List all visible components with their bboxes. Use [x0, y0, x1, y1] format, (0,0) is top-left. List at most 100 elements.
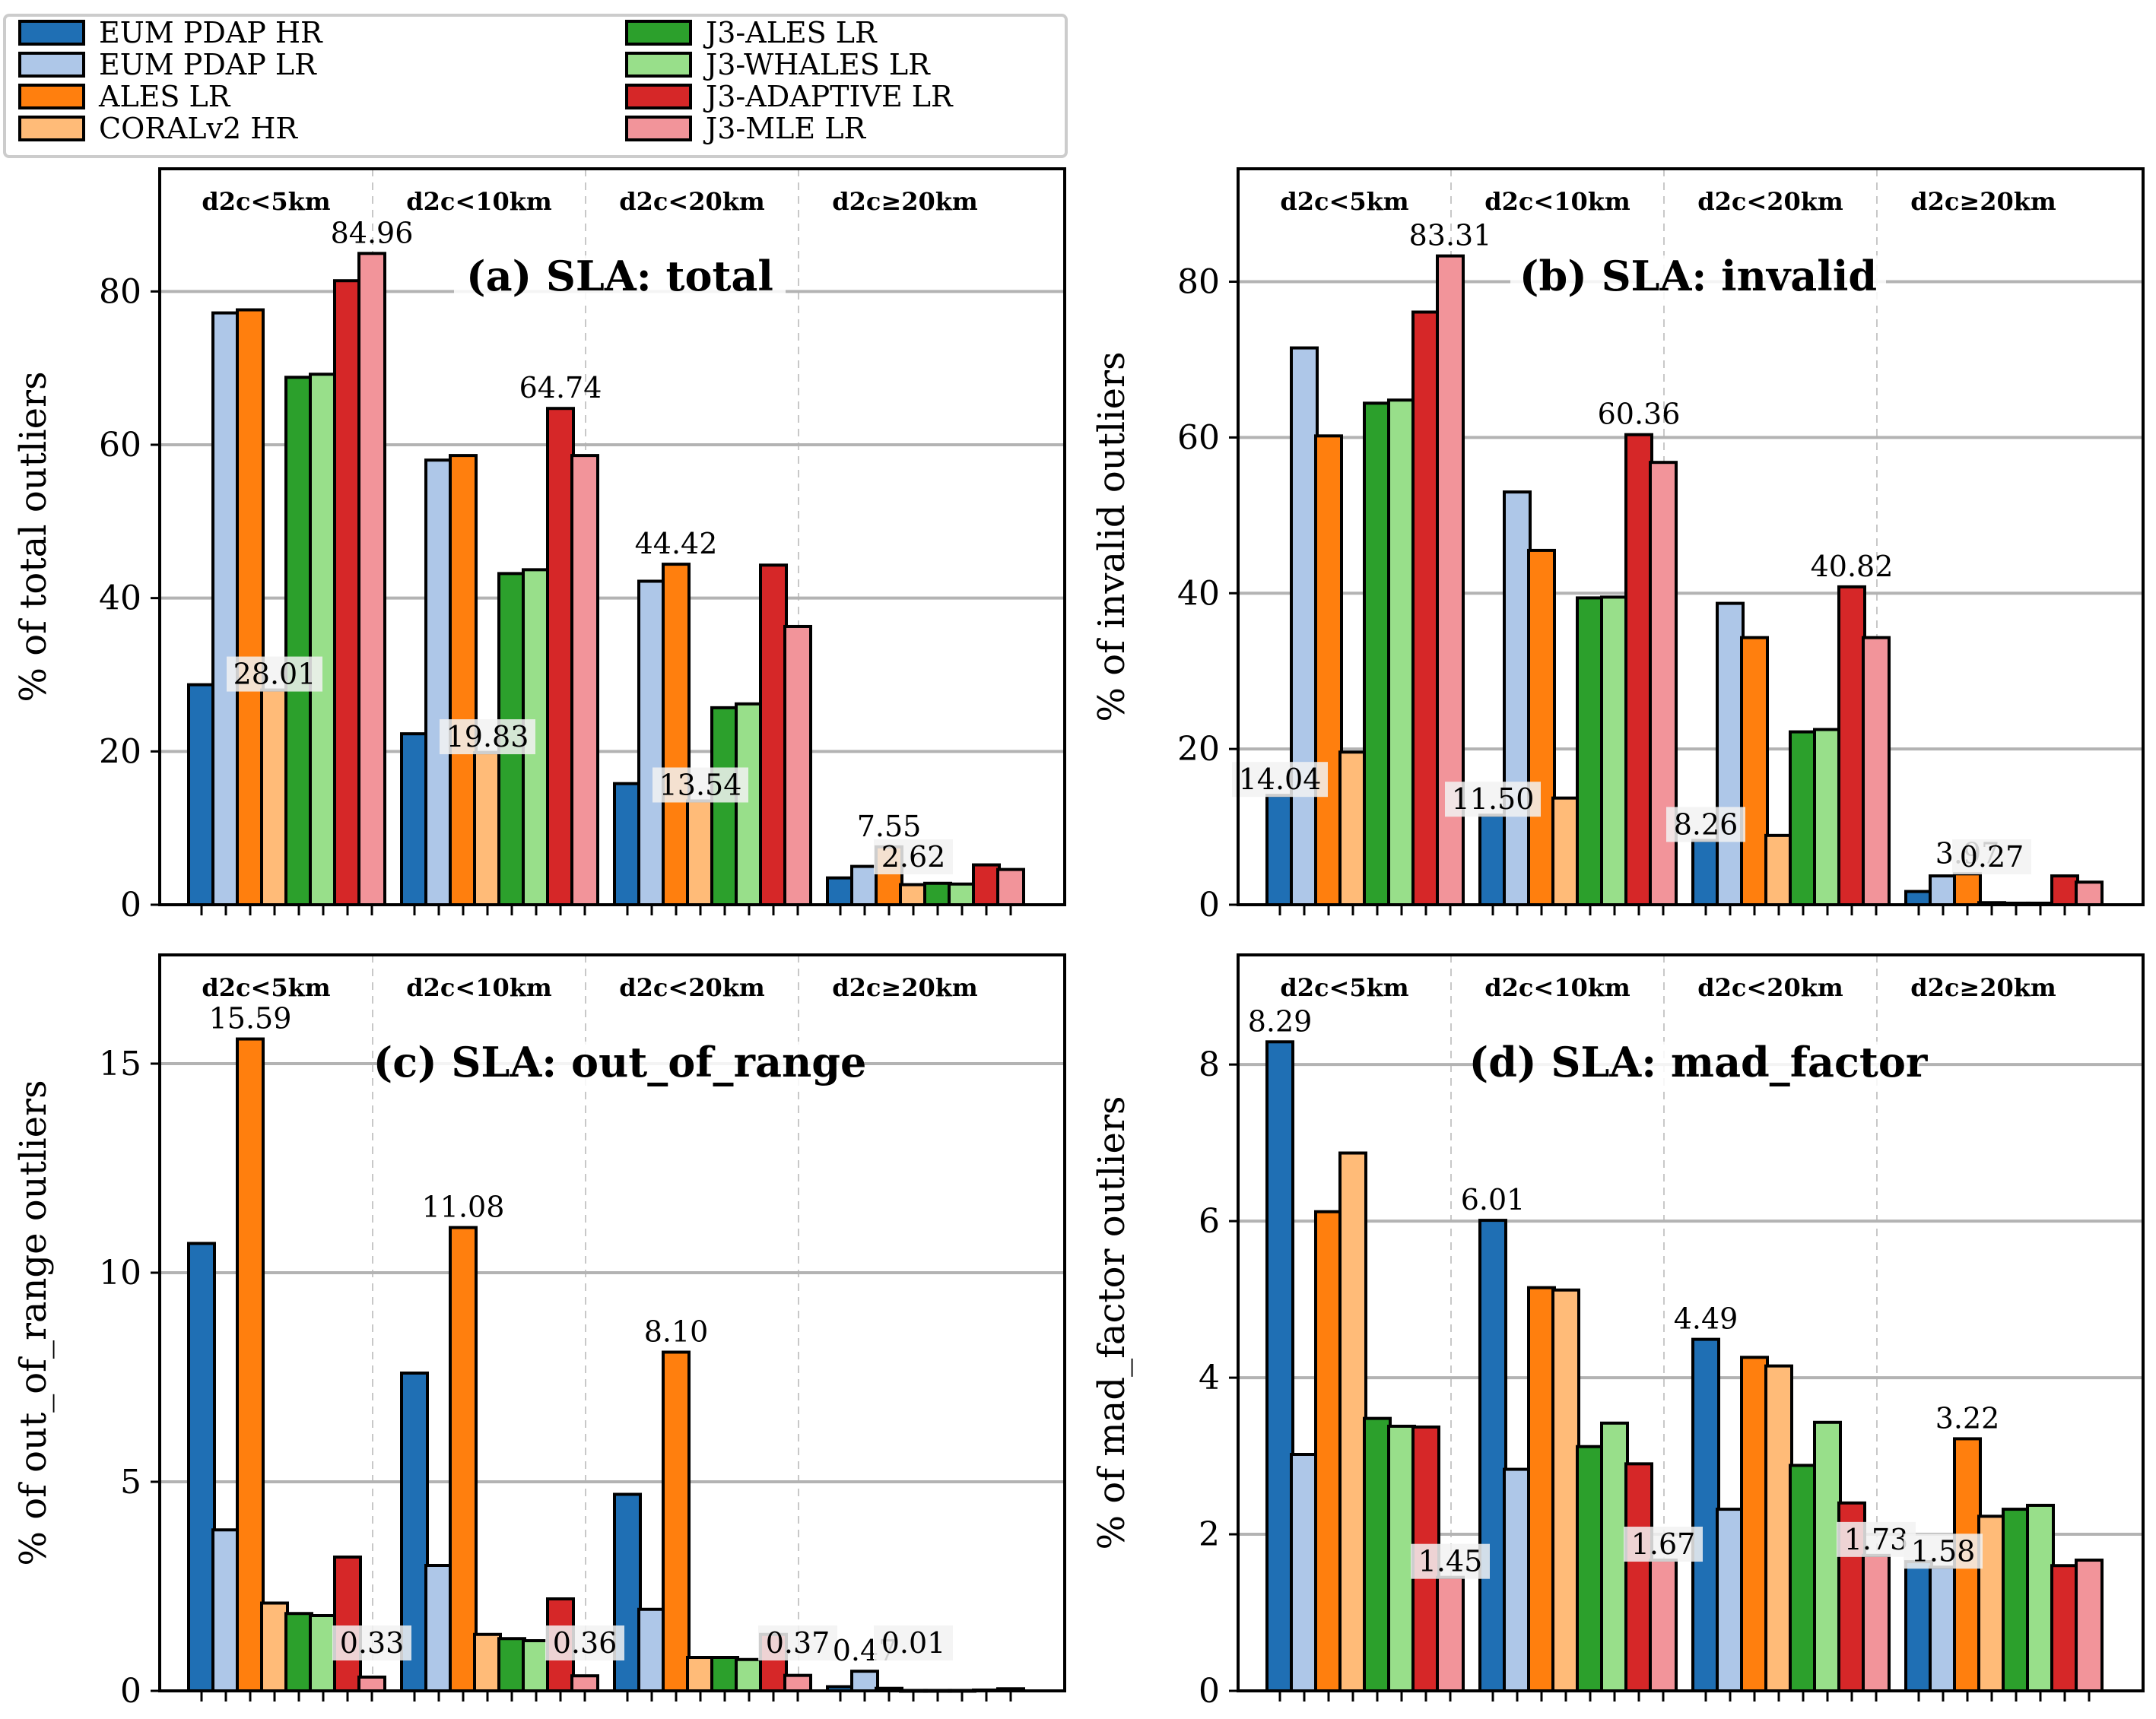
title-backing	[1510, 255, 1886, 303]
group-label-d2c-20km: d2c≥20km	[832, 187, 978, 216]
y-tick-label: 40	[1177, 574, 1220, 613]
bar-coralv2-hr-d2c-5km	[1338, 750, 1367, 906]
group-label-d2c-10km: d2c<10km	[406, 187, 552, 216]
bar-j3-mle-lr-d2c-20km	[2075, 1559, 2104, 1693]
group-label-d2c-5km: d2c<5km	[1280, 187, 1408, 216]
legend-label: J3-ADAPTIVE LR	[703, 80, 954, 113]
title-backing	[1477, 1042, 1919, 1089]
legend-item-j3-whales-lr: J3-WHALES LR	[625, 48, 931, 81]
bar-j3-adaptive-lr-d2c-20km	[2050, 874, 2079, 907]
data-label: 7.55	[857, 810, 922, 843]
bar-eum-pdap-lr-d2c-20km	[637, 1607, 666, 1692]
legend-item-j3-mle-lr: J3-MLE LR	[625, 112, 866, 145]
panel-d-sla-mad-factor: 0 2 4 6 8 d2c<5km d2c<10km d2c<20km d2c≥20km (d) …	[1091, 953, 2145, 1711]
annotation-backing	[1445, 782, 1541, 817]
bar-eum-pdap-hr-d2c-20km	[1904, 1560, 1933, 1693]
bar-j3-whales-lr-d2c-5km	[1387, 1424, 1416, 1692]
bar-coralv2-hr-d2c-20km	[686, 1656, 715, 1692]
bar-eum-pdap-lr-d2c-20km	[1716, 1508, 1745, 1692]
group-label-d2c-5km: d2c<5km	[202, 187, 330, 216]
bar-coralv2-hr-d2c-5km	[260, 1601, 289, 1692]
legend-swatch	[18, 20, 85, 46]
bar-eum-pdap-lr-d2c-20km	[1929, 874, 1958, 907]
legend-swatch	[18, 84, 85, 109]
data-label: 11.50	[1452, 782, 1535, 816]
legend-frame	[3, 14, 1068, 158]
bar-eum-pdap-hr-d2c-20km	[1691, 839, 1720, 907]
bar-j3-whales-lr-d2c-20km	[735, 1657, 764, 1692]
y-tick-label: 8	[1199, 1045, 1220, 1084]
bar-eum-pdap-lr-d2c-20km	[850, 1670, 879, 1692]
data-label: 0.27	[1960, 840, 2024, 874]
group-label-d2c-5km: d2c<5km	[202, 973, 330, 1002]
data-label: 8.10	[644, 1315, 709, 1349]
y-tick-label: 80	[1177, 263, 1220, 302]
y-tick-label: 40	[99, 579, 141, 618]
bar-j3-whales-lr-d2c-10km	[1600, 595, 1629, 906]
bar-j3-mle-lr-d2c-20km	[783, 624, 812, 906]
group-label-d2c-10km: d2c<10km	[1484, 187, 1630, 216]
bar-coralv2-hr-d2c-20km	[1764, 1364, 1793, 1692]
bar-eum-pdap-lr-d2c-10km	[1503, 490, 1532, 906]
data-label: 84.96	[331, 216, 414, 249]
legend-item-eum-pdap-hr: EUM PDAP HR	[18, 16, 323, 49]
annotation-backing	[653, 767, 748, 803]
annotation-backing	[1904, 1533, 1983, 1569]
bar-j3-mle-lr-d2c-20km	[783, 1673, 812, 1692]
legend-label: EUM PDAP LR	[99, 48, 317, 81]
y-tick-label: 0	[1199, 886, 1220, 925]
y-tick-label: 60	[99, 426, 141, 465]
title-backing	[376, 1042, 863, 1089]
bar-j3-mle-lr-d2c-5km	[1436, 1575, 1465, 1693]
group-label-d2c-20km: d2c<20km	[1697, 187, 1843, 216]
bar-eum-pdap-lr-d2c-5km	[1290, 1453, 1319, 1693]
bar-ales-lr-d2c-20km	[662, 563, 691, 906]
data-label: 1.58	[1911, 1534, 1976, 1568]
group-label-d2c-5km: d2c<5km	[1280, 973, 1408, 1002]
bar-j3-adaptive-lr-d2c-10km	[546, 407, 575, 906]
data-label: 0.37	[766, 1626, 830, 1660]
bar-j3-mle-lr-d2c-10km	[1649, 1559, 1678, 1693]
data-label: 8.29	[1248, 1004, 1313, 1038]
bar-ales-lr-d2c-5km	[1314, 1210, 1343, 1693]
bar-coralv2-hr-d2c-10km	[473, 751, 502, 906]
axes-frame	[158, 167, 1066, 906]
bar-ales-lr-d2c-5km	[1314, 434, 1343, 906]
group-label-d2c-10km: d2c<10km	[1484, 973, 1630, 1002]
y-axis-label: % of mad_factor outliers	[1091, 1096, 1133, 1549]
bar-eum-pdap-hr-d2c-20km	[826, 876, 855, 907]
y-axis-label: % of out_of_range outliers	[12, 1080, 55, 1565]
y-axis-label: % of invalid outliers	[1091, 351, 1133, 722]
data-label: 0.01	[881, 1626, 946, 1660]
bar-eum-pdap-lr-d2c-10km	[424, 1564, 453, 1692]
bar-j3-ales-lr-d2c-10km	[1576, 1445, 1605, 1693]
bar-ales-lr-d2c-10km	[1527, 1286, 1556, 1692]
bar-j3-adaptive-lr-d2c-20km	[759, 563, 788, 907]
bar-ales-lr-d2c-20km	[662, 1350, 691, 1692]
bar-j3-whales-lr-d2c-5km	[309, 373, 338, 906]
bar-coralv2-hr-d2c-5km	[260, 688, 289, 907]
data-label: 64.74	[519, 371, 602, 404]
bar-ales-lr-d2c-20km	[1740, 636, 1769, 906]
bar-j3-mle-lr-d2c-10km	[570, 454, 599, 906]
bar-j3-mle-lr-d2c-20km	[996, 867, 1025, 907]
y-tick-label: 4	[1199, 1359, 1220, 1397]
panel-title: (d) SLA: mad_factor	[1469, 1038, 1928, 1086]
bar-eum-pdap-hr-d2c-5km	[1265, 1040, 1294, 1692]
bar-j3-adaptive-lr-d2c-5km	[333, 1556, 362, 1692]
bar-j3-ales-lr-d2c-20km	[710, 1656, 739, 1692]
data-label: 8.26	[1674, 807, 1738, 841]
bar-eum-pdap-lr-d2c-20km	[1716, 601, 1745, 906]
panel-title: (c) SLA: out_of_range	[373, 1038, 867, 1086]
panel-a-sla-total: 0 20 40 60 80 d2c<5km d2c<10km d2c<20km d2c≥20km…	[12, 167, 1066, 925]
bar-eum-pdap-hr-d2c-20km	[1691, 1337, 1720, 1692]
bar-j3-adaptive-lr-d2c-10km	[1624, 433, 1653, 906]
data-label: 0.36	[553, 1626, 618, 1660]
legend-swatch	[625, 52, 692, 78]
data-label: 4.49	[1674, 1302, 1738, 1336]
panel-title: (b) SLA: invalid	[1519, 252, 1877, 300]
y-tick-label: 6	[1199, 1202, 1220, 1241]
legend-swatch	[18, 52, 85, 78]
